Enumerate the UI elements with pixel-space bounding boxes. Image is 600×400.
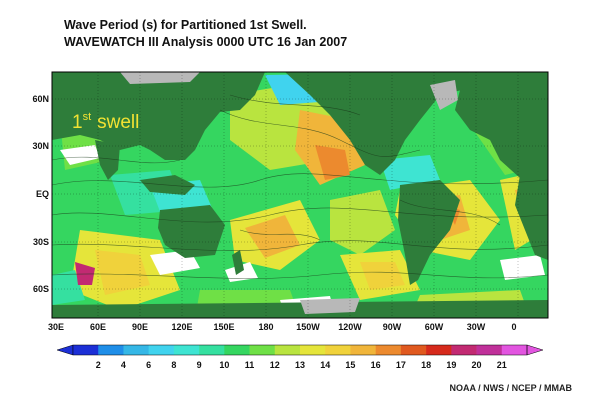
map-frame [51,71,549,319]
colorbar-tick-label: 14 [320,360,330,370]
swell-label-number: 1 [72,112,83,133]
land-masses [52,72,548,318]
lon-label-60e: 60E [90,322,106,332]
colorbar-tick-label: 15 [345,360,355,370]
colorbar-tick-label: 18 [421,360,431,370]
colorbar-swatch [199,345,225,355]
colorbar-tick-label: 12 [270,360,280,370]
colorbar-swatch [476,345,503,355]
colorbar-tick-label: 4 [121,360,126,370]
swell-label-word: swell [97,112,139,133]
colorbar-tick-label: 20 [472,360,482,370]
colorbar-swatch [375,345,402,355]
colorbar-tick-label: 11 [245,360,255,370]
colorbar-tick-label: 19 [446,360,456,370]
colorbar-swatch [249,345,276,355]
land-north-america [285,72,455,175]
lon-label-150w: 150W [296,322,320,332]
colorbar-tick-label: 9 [197,360,202,370]
colorbar-swatch [73,345,99,355]
chart-title: Wave Period (s) for Partitioned 1st Swel… [64,18,307,32]
swell-label: 1st swell [72,111,139,133]
land-australia [158,205,225,258]
lon-label-180: 180 [258,322,273,332]
colorbar-tick-label: 16 [371,360,381,370]
colorbar-swatch [501,345,528,355]
lon-label-120e: 120E [171,322,192,332]
lat-label-30n: 30N [32,141,49,151]
land-india [95,140,120,180]
lat-label-60n: 60N [32,94,49,104]
colorbar-swatch [274,345,301,355]
colorbar-swatch [173,345,200,355]
colorbar-tick-label: 2 [96,360,101,370]
colorbar-swatch [98,345,124,355]
colorbar-swatch [148,345,175,355]
lon-label-30w: 30W [467,322,486,332]
lon-label-60w: 60W [425,322,444,332]
colorbar-tick-label: 13 [295,360,305,370]
colorbar-arrow-high [526,344,544,356]
lat-lon-grid [52,72,548,318]
lon-label-30e: 30E [48,322,64,332]
colorbar-tick-label: 6 [146,360,151,370]
lon-label-0: 0 [511,322,516,332]
swell-label-ordinal: st [83,111,92,123]
lat-label-eq: EQ [36,189,49,199]
colorbar-swatch [123,345,149,355]
land-africa [515,175,548,260]
colorbar-swatch [350,345,376,355]
land-europe-africa [455,72,548,178]
colorbar-arrow-low [56,344,74,356]
lon-label-150e: 150E [213,322,234,332]
colorbar-tick-label: 21 [497,360,507,370]
land-eurasia [52,72,265,160]
colorbar-swatch [451,345,477,355]
colorbar-tick-label: 10 [219,360,229,370]
lon-label-120w: 120W [338,322,362,332]
colorbar-outline [72,344,528,356]
credit-text: NOAA / NWS / NCEP / MMAB [449,383,572,393]
colorbar: 2 4 6 8 9 10 11 12 13 14 15 16 17 18 19 20 21 [56,344,544,370]
lat-labels: 60N 30N EQ 30S 60S [32,94,49,294]
lat-label-60s: 60S [33,284,49,294]
colorbar-swatch [426,345,452,355]
lon-label-90w: 90W [383,322,402,332]
lon-label-90e: 90E [132,322,148,332]
colorbar-swatch [325,345,351,355]
lat-label-30s: 30S [33,237,49,247]
colorbar-swatch [400,345,427,355]
chart-subtitle: WAVEWATCH III Analysis 0000 UTC 16 Jan 2… [64,35,348,49]
land-south-america [398,180,460,285]
land-new-zealand [232,250,244,275]
land-antarctica [52,300,548,318]
colorbar-tick-label: 8 [171,360,176,370]
colorbar-tick-label: 17 [396,360,406,370]
lon-labels: 30E 60E 90E 120E 150E 180 150W 120W 90W … [48,322,517,332]
colorbar-swatch [300,345,326,355]
colorbar-swatch [224,345,250,355]
contour-lines [52,94,548,279]
